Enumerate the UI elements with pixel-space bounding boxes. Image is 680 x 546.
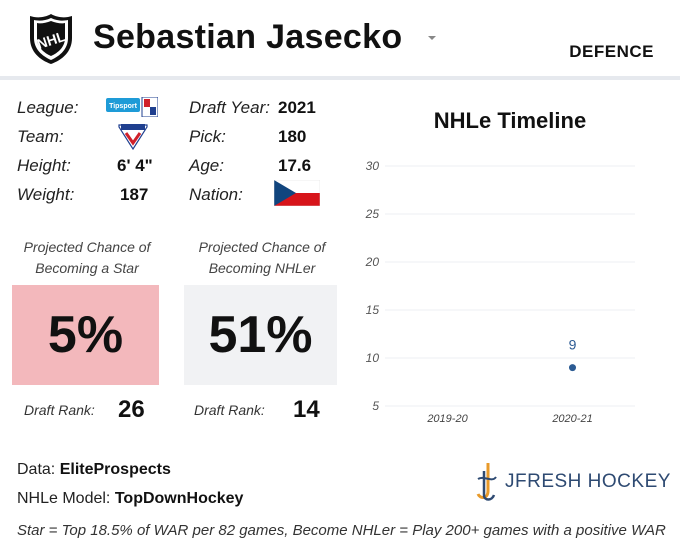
jfresh-hockey-logo [476, 463, 497, 501]
footnote: Star = Top 18.5% of WAR per 82 games, Be… [17, 522, 666, 539]
nhler-chance-label-line1: Projected Chance of [198, 239, 326, 255]
brand-name: JFRESH HOCKEY [505, 471, 671, 492]
league-label: League: [17, 98, 79, 117]
x-tick-label: 2019-20 [426, 413, 468, 425]
star-chance-label: Projected Chance of Becoming a Star [12, 237, 162, 279]
nation-label: Nation: [189, 185, 243, 204]
slovan-team-logo [118, 124, 148, 151]
star-draft-rank-label: Draft Rank: [24, 402, 95, 418]
nhle-model-value: TopDownHockey [114, 490, 244, 507]
nhle-timeline-chart: 5 10 15 20 25 30 2019-20 2020-21 9 [365, 159, 635, 425]
y-tick-label: 30 [366, 159, 380, 173]
data-source: Data: EliteProspects [17, 461, 171, 479]
nhler-draft-rank-value: 14 [293, 396, 320, 423]
pick-value: 180 [278, 127, 307, 146]
y-tick-label: 25 [365, 207, 380, 221]
nhler-draft-rank-label: Draft Rank: [194, 402, 265, 418]
nhle-model-label: NHLe Model: [17, 490, 111, 507]
y-tick-label: 15 [366, 303, 380, 317]
weight-label: Weight: [17, 185, 75, 204]
height-value: 6' 4" [117, 156, 153, 175]
tipsport-liga-logo: Tipsport [106, 97, 158, 117]
draft-year-label: Draft Year: [189, 98, 270, 117]
height-label: Height: [17, 156, 71, 175]
star-chance-label-line2: Becoming a Star [35, 260, 139, 276]
svg-text:Tipsport: Tipsport [109, 103, 138, 110]
y-tick-label: 10 [366, 351, 380, 365]
data-point [569, 364, 576, 372]
y-tick-label: 20 [365, 255, 380, 269]
age-label: Age: [189, 156, 224, 175]
data-label: 9 [569, 337, 577, 353]
nhl-shield-logo: NHL [30, 14, 72, 64]
player-position: DEFENCE [569, 42, 654, 61]
team-label: Team: [17, 127, 64, 146]
nhler-chance-label: Projected Chance of Becoming NHLer [186, 237, 338, 279]
chart-title: NHLe Timeline [433, 108, 587, 133]
czech-flag-icon [274, 180, 320, 206]
draft-year-value: 2021 [278, 98, 316, 117]
weight-value: 187 [120, 185, 149, 204]
data-source-value: EliteProspects [59, 461, 171, 478]
nhler-chance-label-line2: Becoming NHLer [208, 260, 316, 276]
pick-label: Pick: [189, 127, 226, 146]
star-chance-label-line1: Projected Chance of [23, 239, 151, 255]
y-tick-label: 5 [372, 399, 379, 413]
data-source-label: Data: [17, 461, 56, 478]
header: NHL Sebastian Jasecko DEFENCE [0, 0, 680, 78]
age-value: 17.6 [278, 156, 312, 175]
x-tick-label: 2020-21 [551, 413, 592, 425]
player-name: Sebastian Jasecko [93, 18, 403, 56]
nhle-model-source: NHLe Model: TopDownHockey [17, 490, 243, 508]
header-divider [0, 76, 680, 80]
nhler-chance-value: 51% [184, 285, 337, 385]
star-chance-value: 5% [12, 285, 159, 385]
star-draft-rank-value: 26 [118, 396, 145, 423]
caret-down-icon[interactable] [426, 34, 438, 42]
